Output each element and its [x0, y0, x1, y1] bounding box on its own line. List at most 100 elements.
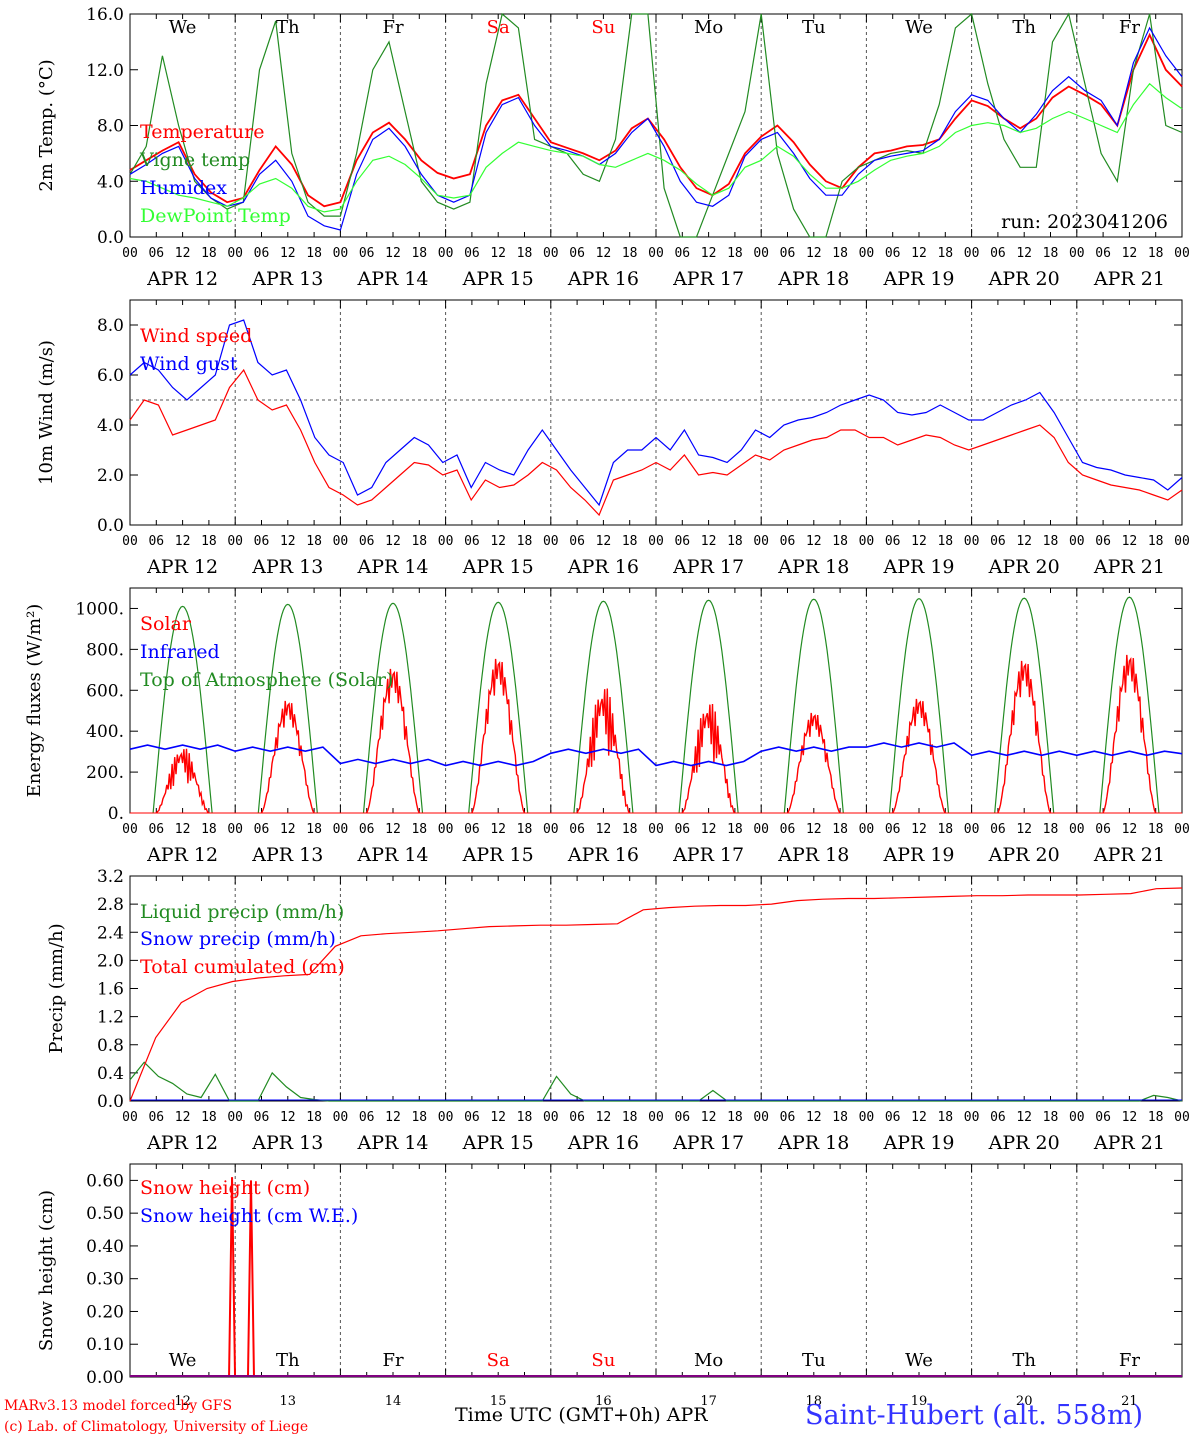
- y-tick-label: 0.50: [86, 1204, 124, 1224]
- hour-label: 00: [438, 1110, 454, 1125]
- hour-label: 18: [727, 1110, 743, 1125]
- hour-label: 18: [1043, 534, 1059, 549]
- day-name-label: Fr: [1119, 17, 1140, 38]
- day-name-label: Su: [591, 17, 615, 38]
- y-tick-label: 3.2: [97, 867, 124, 887]
- y-axis-label: Energy fluxes (W/m²): [24, 604, 45, 798]
- hour-label: 12: [280, 246, 296, 261]
- hour-label: 12: [385, 534, 401, 549]
- hour-label: 06: [569, 534, 585, 549]
- day-number-label: 12: [174, 1394, 191, 1409]
- hour-label: 06: [674, 1110, 690, 1125]
- series-humidex: [129, 26, 1183, 231]
- hour-label: 18: [937, 1110, 953, 1125]
- date-label: APR 17: [672, 1132, 744, 1154]
- station-name: Saint-Hubert (alt. 558m): [805, 1400, 1144, 1431]
- y-tick-label: 0.20: [86, 1302, 124, 1322]
- y-axis-label: 10m Wind (m/s): [36, 340, 57, 485]
- hour-label: 00: [859, 246, 875, 261]
- date-label: APR 21: [1093, 844, 1165, 866]
- day-name-label: Sa: [487, 17, 510, 38]
- hour-label: 06: [990, 1110, 1006, 1125]
- series-toa-solar: [1099, 596, 1160, 814]
- hour-label: 18: [727, 534, 743, 549]
- series-solar: [786, 712, 841, 814]
- y-tick-label: 0.40: [86, 1237, 124, 1257]
- series-toa-solar: [783, 598, 844, 814]
- hour-label: 00: [438, 822, 454, 837]
- day-name-label: Sa: [487, 1350, 510, 1371]
- hour-label: 12: [701, 822, 717, 837]
- day-name-label: Fr: [1119, 1350, 1140, 1371]
- legend-entry: Solar: [140, 613, 192, 635]
- hour-label: 00: [1174, 534, 1190, 549]
- hour-label: 12: [701, 534, 717, 549]
- series-solar: [1102, 654, 1157, 814]
- hour-label: 06: [674, 534, 690, 549]
- series-solar: [892, 698, 946, 814]
- hour-label: 18: [1148, 1110, 1164, 1125]
- hour-label: 06: [990, 534, 1006, 549]
- hour-label: 00: [227, 246, 243, 261]
- hour-label: 00: [333, 246, 349, 261]
- hour-label: 06: [359, 1110, 375, 1125]
- hour-label: 00: [543, 1110, 559, 1125]
- legend-entry: Vigne temp: [139, 149, 250, 171]
- series-wind-gust: [129, 319, 1183, 507]
- hour-label: 12: [1016, 246, 1032, 261]
- date-label: APR 18: [777, 268, 849, 290]
- legend-entry: Liquid precip (mm/h): [140, 901, 344, 923]
- hour-label: 18: [937, 822, 953, 837]
- hour-label: 12: [490, 246, 506, 261]
- y-tick-label: 0.60: [86, 1171, 124, 1191]
- series-solar: [997, 660, 1052, 814]
- date-label: APR 12: [146, 1132, 218, 1154]
- date-label: APR 20: [988, 556, 1060, 578]
- hour-label: 12: [490, 822, 506, 837]
- y-tick-label: 1.2: [97, 1008, 124, 1028]
- hour-label: 06: [990, 246, 1006, 261]
- day-number-label: 16: [595, 1394, 612, 1409]
- date-label: APR 14: [356, 1132, 428, 1154]
- y-tick-label: 0.00: [86, 1368, 124, 1388]
- date-label: APR 18: [777, 1132, 849, 1154]
- legend-entry: Humidex: [140, 177, 227, 199]
- hour-label: 06: [885, 534, 901, 549]
- series-dewpoint-temp: [129, 82, 1183, 213]
- series-solar: [366, 668, 420, 814]
- series-snow-height-spike: [246, 1180, 255, 1378]
- legend-entry: Top of Atmosphere (Solar): [140, 669, 393, 691]
- hour-label: 18: [1043, 1110, 1059, 1125]
- hour-label: 12: [1016, 822, 1032, 837]
- hour-label: 18: [622, 246, 638, 261]
- date-label: APR 14: [356, 556, 428, 578]
- hour-label: 00: [1069, 1110, 1085, 1125]
- y-tick-label: 2.0: [97, 951, 124, 971]
- day-number-label: 13: [280, 1394, 297, 1409]
- date-label: APR 12: [146, 844, 218, 866]
- hour-label: 12: [1122, 534, 1138, 549]
- hour-label: 18: [411, 534, 427, 549]
- hour-label: 18: [306, 246, 322, 261]
- date-label: APR 15: [462, 1132, 534, 1154]
- hour-label: 06: [674, 246, 690, 261]
- series-toa-solar: [362, 602, 424, 814]
- hour-label: 18: [937, 534, 953, 549]
- hour-label: 12: [175, 246, 191, 261]
- date-label: APR 18: [777, 844, 849, 866]
- hour-label: 06: [254, 246, 270, 261]
- hour-label: 06: [1095, 534, 1111, 549]
- day-number-label: 19: [911, 1394, 928, 1409]
- hour-label: 06: [569, 246, 585, 261]
- day-name-label: Tu: [802, 1350, 826, 1371]
- legend-entry: Total cumulated (cm): [140, 956, 345, 978]
- series-toa-solar: [468, 601, 529, 814]
- hour-label: 00: [227, 822, 243, 837]
- day-name-label: Th: [276, 1350, 300, 1371]
- series-solar: [681, 703, 736, 814]
- day-name-label: We: [905, 1350, 933, 1371]
- lab-credit: (c) Lab. of Climatology, University of L…: [4, 1419, 309, 1435]
- hour-label: 18: [306, 534, 322, 549]
- hour-label: 18: [1043, 822, 1059, 837]
- y-tick-label: 0.4: [97, 1064, 124, 1084]
